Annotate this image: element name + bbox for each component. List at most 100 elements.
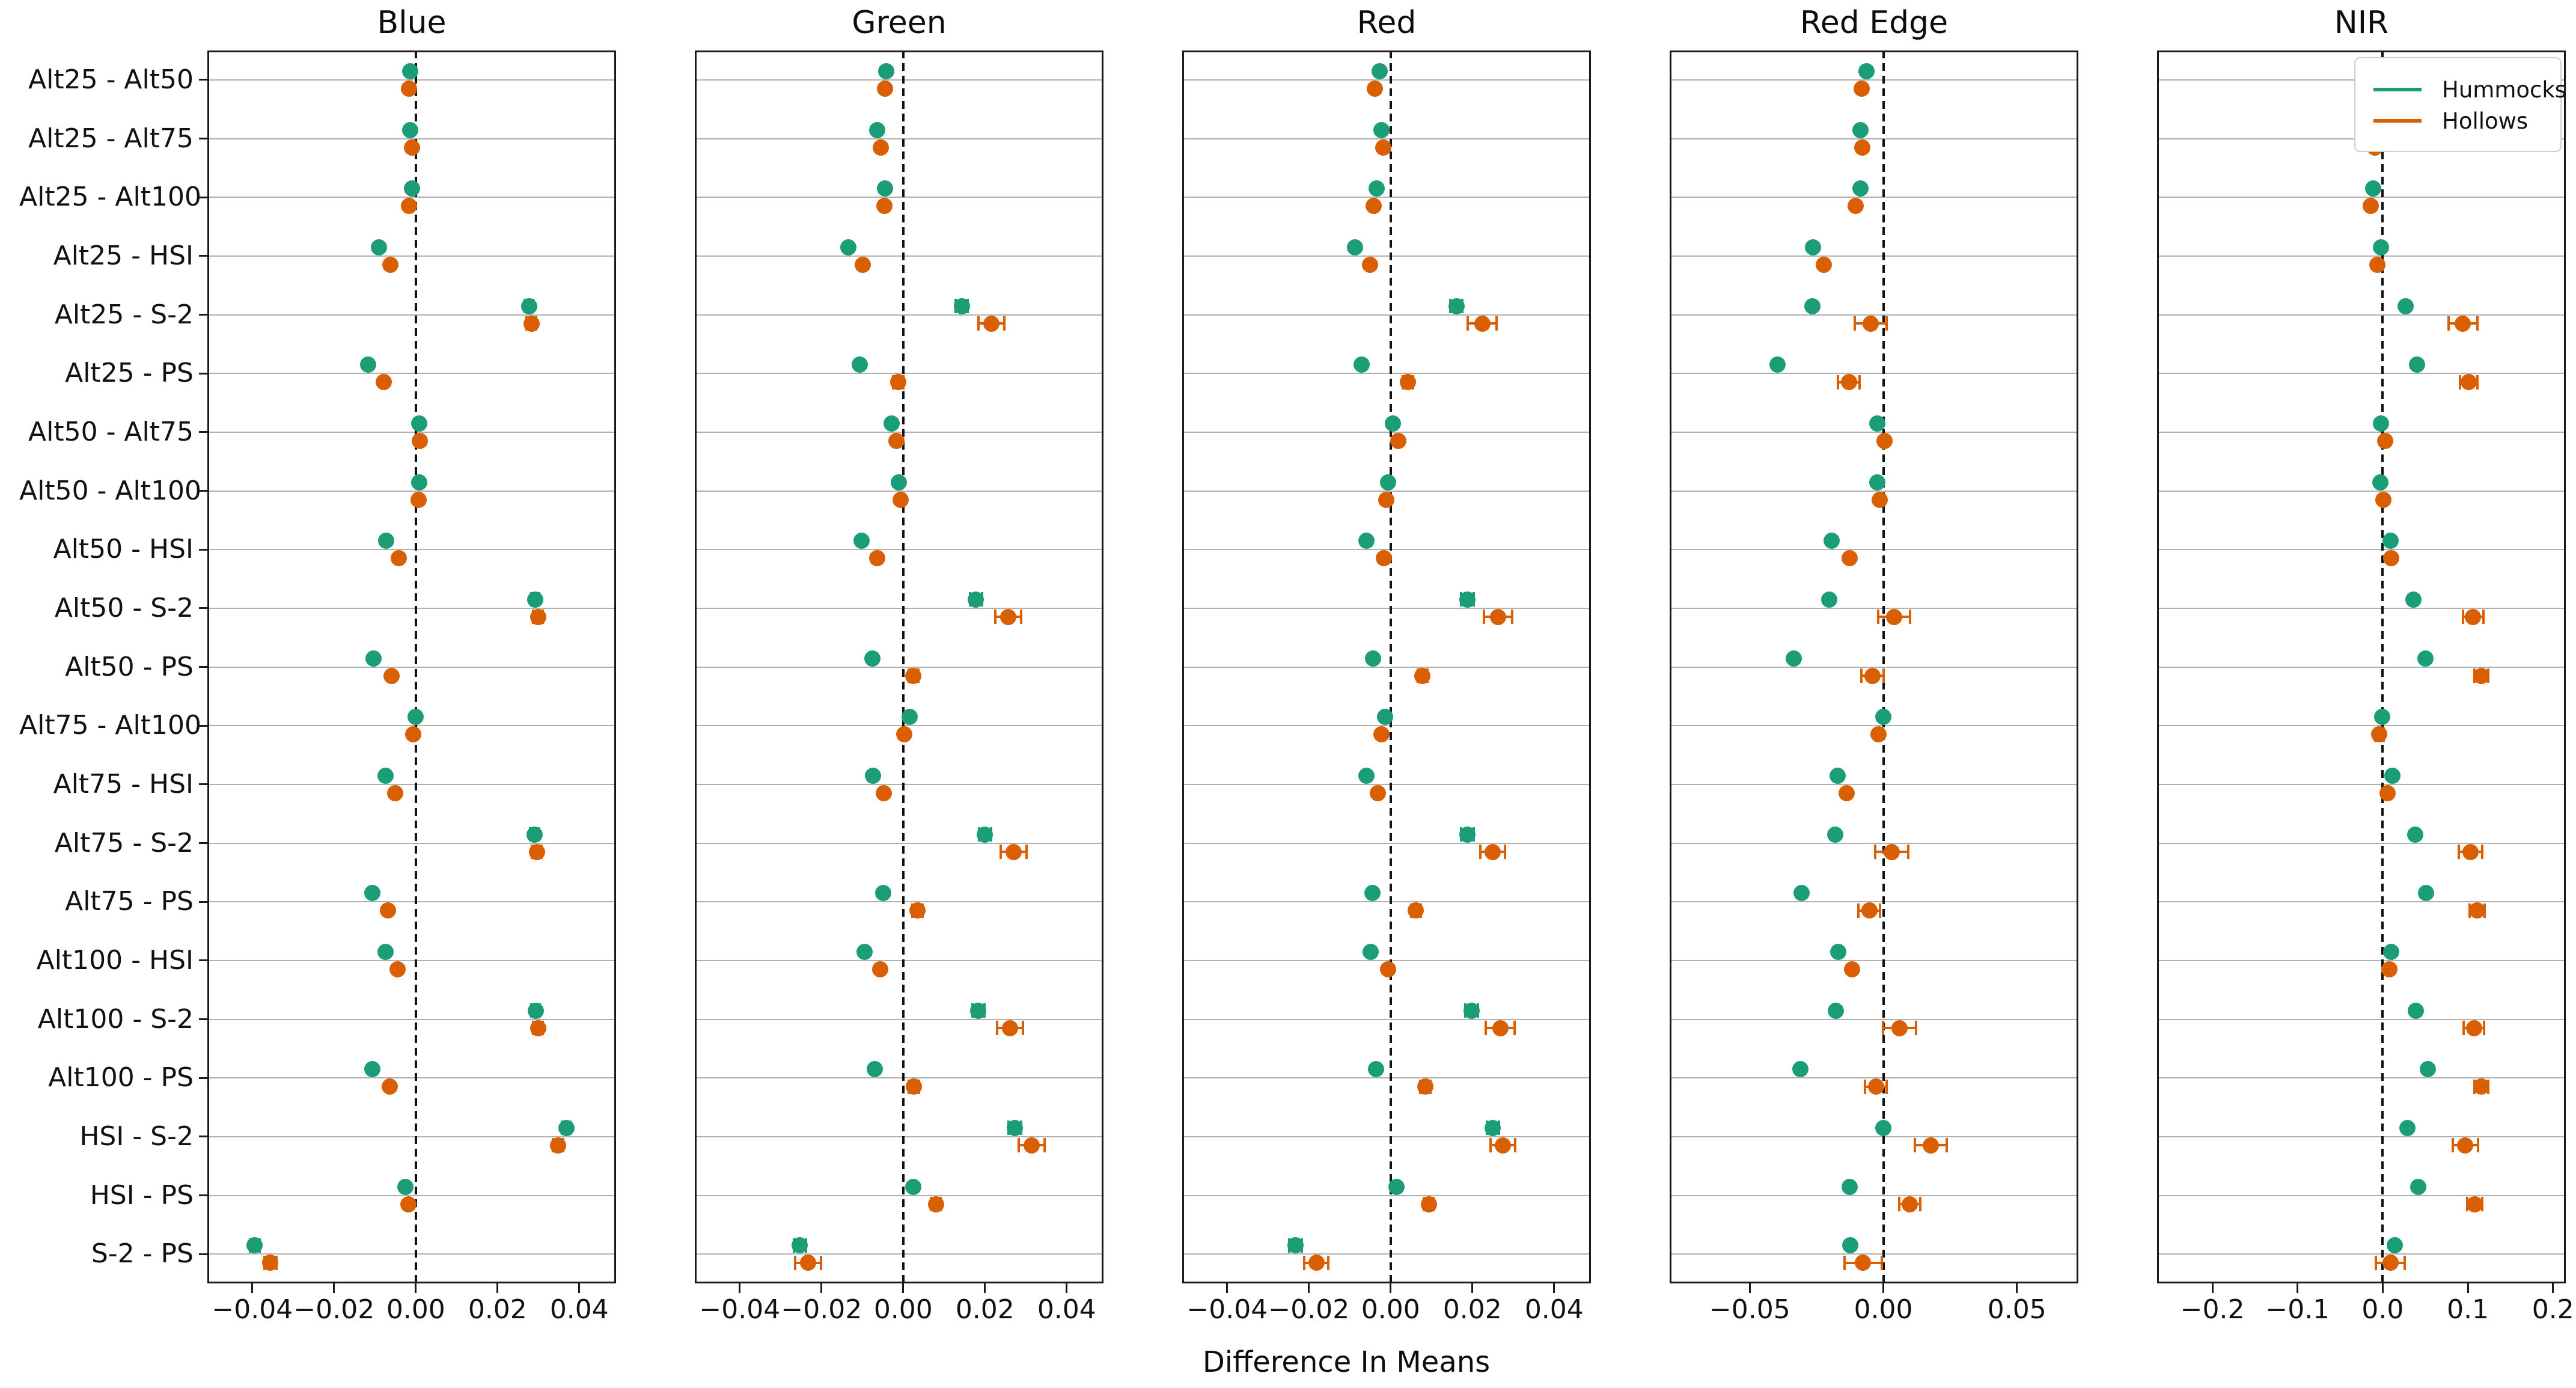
hummocks-data-point: [1287, 1237, 1304, 1254]
gridline: [2157, 842, 2566, 844]
panel-nir: [2157, 50, 2566, 1283]
hollows-data-point: [262, 1255, 279, 1271]
hollows-error-cap: [1880, 1255, 1883, 1270]
hummocks-data-point: [403, 180, 420, 197]
y-tick: [199, 959, 207, 962]
gridline: [695, 959, 1103, 961]
legend-label-hummocks: Hummocks: [2442, 76, 2567, 103]
gridline: [2157, 431, 2566, 433]
gridline: [1182, 373, 1591, 375]
hollows-line-swatch: [2373, 119, 2422, 123]
gridline: [1182, 314, 1591, 316]
y-tick: [199, 724, 207, 727]
hollows-data-point: [528, 843, 545, 860]
y-tick: [199, 1253, 207, 1255]
hummocks-data-point: [397, 1178, 414, 1195]
x-tick: [1882, 1283, 1885, 1293]
hummocks-data-point: [558, 1119, 575, 1136]
gridline: [695, 138, 1103, 139]
hummocks-data-point: [1367, 1061, 1384, 1078]
x-tick-label: −0.04: [1186, 1294, 1268, 1325]
gridline: [695, 79, 1103, 81]
hollows-error-cap: [1513, 1021, 1516, 1035]
panel-green: [695, 50, 1103, 1283]
hummocks-data-point: [246, 1237, 263, 1254]
gridline: [695, 901, 1103, 903]
y-tick: [199, 372, 207, 375]
hummocks-data-point: [1379, 474, 1396, 491]
y-axis-category-label: Alt50 - Alt75: [28, 416, 194, 447]
hollows-data-point: [869, 550, 886, 567]
hollows-data-point: [2465, 1020, 2482, 1036]
gridline: [695, 1253, 1103, 1255]
hollows-data-point: [376, 374, 392, 391]
gridline: [1182, 607, 1591, 609]
hummocks-data-point: [2373, 239, 2390, 255]
y-axis-category-label: Alt50 - Alt100: [19, 475, 201, 506]
gridline: [207, 1018, 616, 1020]
hollows-data-point: [400, 80, 417, 97]
hollows-data-point: [1861, 902, 1878, 919]
hollows-data-point: [401, 198, 418, 215]
zero-reference-line: [414, 50, 417, 1283]
hollows-error-cap: [1495, 316, 1498, 331]
hollows-error-cap: [1885, 316, 1888, 331]
gridline: [207, 1253, 616, 1255]
hummocks-data-point: [876, 180, 893, 197]
gridline: [1670, 1136, 2078, 1137]
hummocks-data-point: [377, 943, 394, 960]
hollows-data-point: [1840, 374, 1857, 391]
hollows-error-cap: [1882, 1021, 1885, 1035]
hummocks-data-point: [520, 298, 537, 314]
hollows-data-point: [2369, 256, 2386, 273]
panel-blue: [207, 50, 616, 1283]
y-axis-category-label: Alt25 - HSI: [53, 240, 194, 271]
hummocks-data-point: [1869, 474, 1886, 491]
hummocks-data-point: [1852, 121, 1869, 138]
hummocks-data-point: [902, 709, 918, 726]
hollows-data-point: [1408, 902, 1424, 919]
x-tick-label: 0.04: [549, 1294, 609, 1325]
hollows-error-cap: [1020, 610, 1023, 625]
hollows-data-point: [1005, 843, 1022, 860]
hollows-error-cap: [1909, 610, 1912, 625]
hummocks-data-point: [1373, 121, 1390, 138]
x-tick-label: 0.2: [2532, 1294, 2574, 1325]
x-tick: [902, 1283, 905, 1293]
y-axis-category-label: Alt75 - HSI: [53, 768, 194, 799]
x-tick-label: −0.1: [2265, 1294, 2330, 1325]
y-tick: [199, 548, 207, 551]
hummocks-data-point: [2418, 885, 2435, 902]
legend-item-hummocks: Hummocks: [2373, 74, 2566, 105]
x-tick: [1226, 1283, 1228, 1293]
gridline: [1670, 549, 2078, 551]
y-axis-category-label: Alt50 - HSI: [53, 534, 194, 565]
hollows-data-point: [1369, 784, 1386, 801]
hollows-data-point: [1379, 961, 1396, 977]
hollows-data-point: [1308, 1255, 1325, 1271]
gridline: [2157, 197, 2566, 198]
hollows-data-point: [2455, 315, 2471, 332]
gridline: [1182, 1253, 1591, 1255]
hollows-data-point: [1023, 1137, 1040, 1154]
x-tick: [2552, 1283, 2554, 1293]
hollows-error-cap: [1489, 1138, 1492, 1153]
hollows-data-point: [799, 1255, 816, 1271]
gridline: [207, 725, 616, 727]
hollows-error-cap: [995, 1021, 998, 1035]
x-tick-label: −0.04: [212, 1294, 293, 1325]
gridline: [1182, 1077, 1591, 1079]
hummocks-data-point: [2417, 650, 2434, 667]
hummocks-data-point: [1830, 767, 1846, 784]
hummocks-data-point: [1823, 533, 1840, 549]
hollows-data-point: [2363, 198, 2379, 215]
hollows-data-point: [1862, 315, 1879, 332]
hollows-data-point: [1853, 80, 1870, 97]
hummocks-data-point: [402, 121, 419, 138]
hummocks-data-point: [2383, 943, 2400, 960]
legend: Hummocks Hollows: [2354, 57, 2566, 152]
hummocks-data-point: [1385, 415, 1402, 432]
hummocks-data-point: [1858, 63, 1875, 79]
panel-title-nir: NIR: [2334, 5, 2389, 41]
